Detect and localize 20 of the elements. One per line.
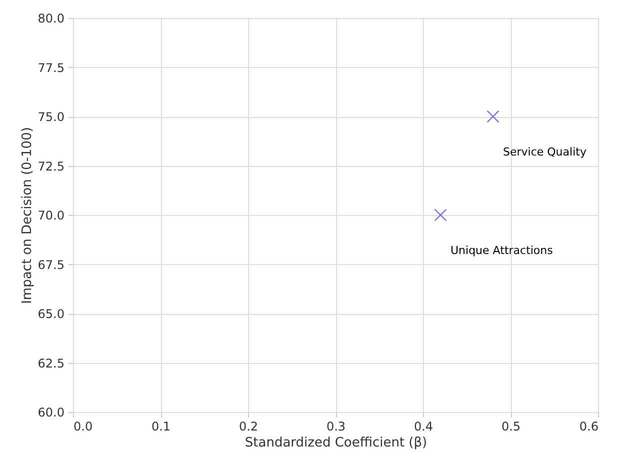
y-tick-label: 72.5 [38,159,64,174]
y-tick-label: 67.5 [38,258,64,272]
x-axis-title: Standardized Coefficient (β) [244,436,428,450]
annotation: Unique Attractions [450,244,554,257]
y-tick-label: 77.5 [38,60,64,75]
annotation: Service Quality [503,146,587,158]
x-tick-label: 0.3 [326,420,346,434]
y-tick-label: 70.0 [38,208,64,222]
x-tick-label: 0.1 [151,420,171,434]
y-tick-label: 75.0 [38,110,64,124]
y-axis-title: Impact on Decision (0-100) [20,127,35,304]
y-tick-label: 65.0 [38,307,64,321]
x-tick-label: 0.6 [579,420,598,434]
x-tick-label: 0.5 [501,420,521,434]
y-tick-label: 60.0 [38,406,64,420]
y-tick-label: 62.5 [38,356,64,370]
x-tick-label: 0.2 [238,420,258,434]
x-tick-label: 0.0 [74,420,93,434]
x-tick-label: 0.4 [414,420,434,434]
y-tick-label: 80.0 [38,12,64,26]
